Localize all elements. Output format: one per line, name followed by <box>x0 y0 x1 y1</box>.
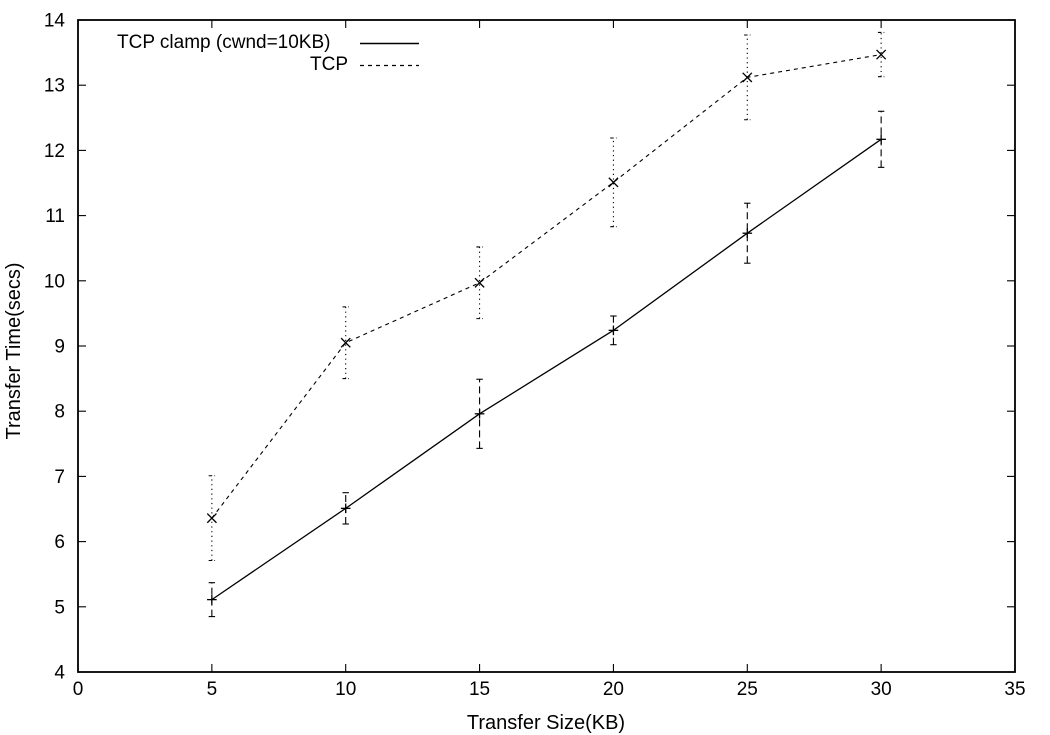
svg-text:TCP clamp (cwnd=10KB): TCP clamp (cwnd=10KB) <box>117 32 330 53</box>
svg-text:5: 5 <box>54 597 65 618</box>
svg-text:4: 4 <box>54 663 65 684</box>
svg-text:5: 5 <box>207 679 218 700</box>
svg-text:10: 10 <box>44 271 65 292</box>
svg-text:8: 8 <box>54 402 65 423</box>
svg-text:9: 9 <box>54 337 65 358</box>
svg-text:Transfer Size(KB): Transfer Size(KB) <box>467 712 625 734</box>
svg-text:14: 14 <box>44 11 66 32</box>
svg-text:25: 25 <box>737 679 758 700</box>
svg-text:0: 0 <box>73 679 84 700</box>
svg-text:30: 30 <box>871 679 892 700</box>
svg-text:Transfer Time(secs): Transfer Time(secs) <box>3 262 25 439</box>
svg-text:6: 6 <box>54 532 65 553</box>
svg-text:7: 7 <box>54 467 65 488</box>
svg-text:20: 20 <box>603 679 624 700</box>
svg-text:13: 13 <box>44 76 65 97</box>
svg-text:TCP: TCP <box>310 54 348 75</box>
svg-text:15: 15 <box>469 679 490 700</box>
svg-text:12: 12 <box>44 141 65 162</box>
svg-text:11: 11 <box>45 206 65 227</box>
svg-text:10: 10 <box>335 679 356 700</box>
svg-text:35: 35 <box>1004 679 1025 700</box>
